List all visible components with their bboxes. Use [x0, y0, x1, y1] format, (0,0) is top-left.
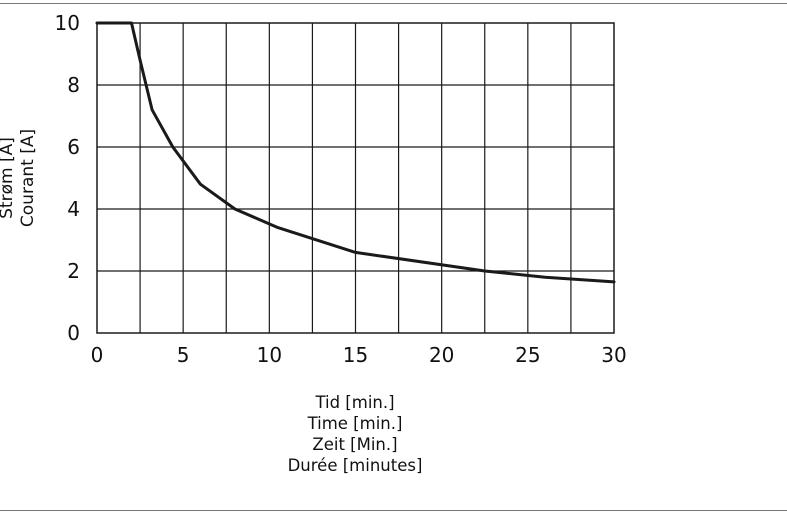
y-tick-label: 10 — [55, 11, 80, 35]
x-axis-title-line: Zeit [Min.] — [312, 435, 398, 454]
series-layer — [95, 21, 616, 284]
x-tick-label: 0 — [91, 343, 104, 367]
x-tick-label: 30 — [601, 343, 626, 367]
grid — [97, 23, 614, 333]
y-axis-title-line: Strøm [A] — [0, 137, 17, 219]
y-tick-label: 2 — [67, 259, 80, 283]
y-tick-label: 4 — [67, 197, 80, 221]
y-tick-label: 6 — [67, 135, 80, 159]
x-tick-label: 20 — [429, 343, 454, 367]
y-axis-title-line: Courant [A] — [18, 129, 38, 227]
x-tick-label: 25 — [515, 343, 540, 367]
x-axis-title-line: Time [min.] — [307, 414, 403, 433]
y-axis-title: Strøm [A] Courant [A] — [0, 129, 38, 227]
x-axis-title: Tid [min.] Time [min.] Zeit [Min.] Durée… — [200, 392, 510, 476]
series-line — [95, 21, 616, 284]
x-axis-title-line: Durée [minutes] — [287, 456, 423, 475]
top-border — [0, 3, 787, 4]
tick-labels: 0 5 10 15 20 25 30 0 2 4 6 8 10 — [55, 11, 627, 367]
y-tick-label: 8 — [67, 73, 80, 97]
x-tick-label: 15 — [343, 343, 368, 367]
plot-frame — [96, 22, 615, 334]
plot-border — [96, 22, 615, 334]
x-axis-title-line: Tid [min.] — [315, 393, 395, 412]
y-tick-label: 0 — [67, 321, 80, 345]
bottom-border — [0, 510, 787, 511]
x-tick-label: 5 — [177, 343, 190, 367]
x-tick-label: 10 — [257, 343, 282, 367]
